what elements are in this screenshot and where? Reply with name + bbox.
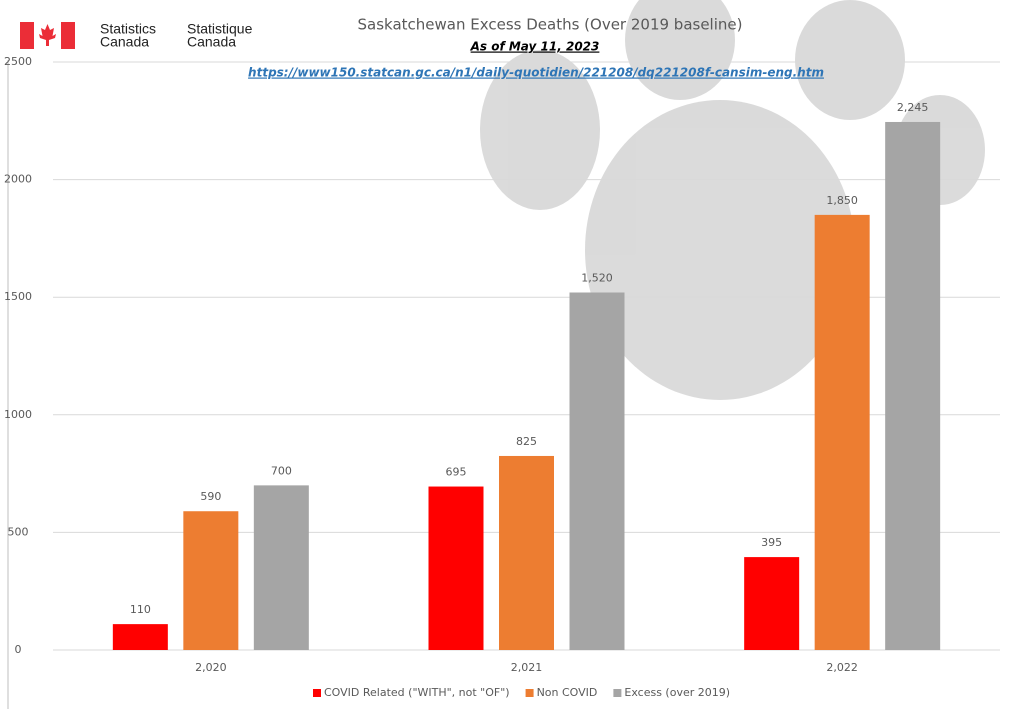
y-tick-label: 2500 <box>4 55 32 68</box>
logo-text: Canada <box>187 34 236 50</box>
flag-bar <box>20 22 34 49</box>
y-tick-label: 1000 <box>4 408 32 421</box>
chart-subtitle: As of May 11, 2023 <box>470 40 600 54</box>
maple-leaf <box>39 24 56 46</box>
x-tick-label: 2,021 <box>511 661 543 674</box>
data-label: 395 <box>761 536 782 549</box>
data-label: 1,850 <box>826 194 858 207</box>
source-link[interactable]: https://www150.statcan.gc.ca/n1/daily-qu… <box>248 66 824 80</box>
bar <box>428 486 484 650</box>
flag-bar <box>61 22 75 49</box>
data-label: 695 <box>446 466 467 479</box>
legend-label: Non COVID <box>537 686 598 699</box>
bar <box>499 455 554 650</box>
logo-text: Statistics <box>100 21 156 37</box>
bar <box>112 624 168 650</box>
logo-text: Canada <box>100 34 149 50</box>
bar <box>569 292 625 650</box>
data-label: 110 <box>130 603 151 616</box>
data-label: 825 <box>516 435 537 448</box>
legend-label: Excess (over 2019) <box>624 686 730 699</box>
data-label: 1,520 <box>581 271 613 284</box>
y-tick-label: 1500 <box>4 290 32 303</box>
legend-swatch <box>525 689 534 697</box>
bar <box>885 121 941 650</box>
bar <box>253 485 309 650</box>
data-label: 2,245 <box>897 101 929 114</box>
logo: Statistics Canada Statistique Canada <box>20 21 253 50</box>
legend-swatch <box>613 689 622 697</box>
x-tick-label: 2,020 <box>195 661 227 674</box>
bar <box>744 557 800 650</box>
chart-title: Saskatchewan Excess Deaths (Over 2019 ba… <box>358 16 743 34</box>
y-tick-label: 0 <box>15 643 22 656</box>
bar <box>183 511 239 650</box>
data-label: 700 <box>271 464 292 477</box>
logo-text: Statistique <box>187 21 253 37</box>
watermark <box>480 0 985 400</box>
y-tick-label: 500 <box>8 525 29 538</box>
x-tick-label: 2,022 <box>826 661 858 674</box>
data-label: 590 <box>200 490 221 503</box>
bar <box>814 214 870 650</box>
legend-label: COVID Related ("WITH", not "OF") <box>324 686 510 699</box>
legend-swatch <box>313 689 321 697</box>
y-tick-label: 2000 <box>4 173 32 186</box>
